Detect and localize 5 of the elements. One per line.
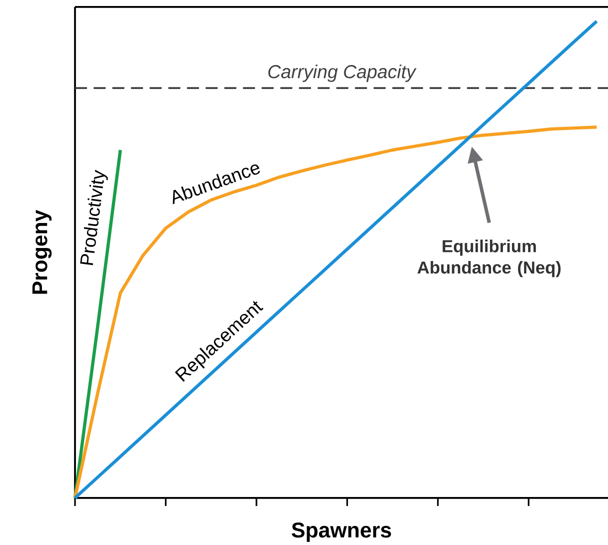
annotation: Equilibrium Abundance (Neq) (417, 240, 561, 278)
y-axis-title: Progeny (32, 210, 52, 294)
text: Productivity (80, 170, 108, 266)
ref-line-label: Carrying Capacity (268, 64, 417, 82)
x-axis-title: Spawners (292, 522, 392, 542)
